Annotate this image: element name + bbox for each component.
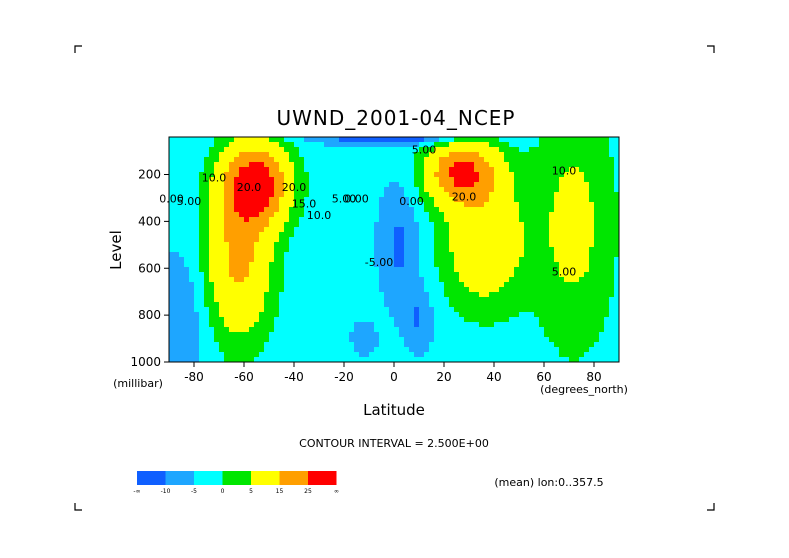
- contour-label: 0.00: [344, 193, 369, 206]
- colorbar-label: -∞: [133, 488, 140, 495]
- contour-label: 10.0: [307, 209, 332, 222]
- colorbar-swatch: [194, 471, 223, 485]
- x-tick-label: -20: [334, 370, 354, 384]
- x-axis: -80 -60 -40 -20 0 20 40 60 80: [184, 362, 602, 384]
- contour-label: 15.0: [292, 197, 317, 210]
- colorbar-label: 15: [276, 488, 284, 495]
- y-axis-label: Level: [107, 230, 125, 270]
- colorbar-label: -5: [191, 488, 197, 495]
- colorbar-label: ∞: [334, 488, 339, 495]
- x-tick-label: -80: [184, 370, 204, 384]
- y-axis: 200 400 600 800 1000: [130, 168, 169, 369]
- contour-label: 10.0: [202, 172, 227, 185]
- x-tick-label: -40: [284, 370, 304, 384]
- x-axis-label: Latitude: [363, 401, 425, 419]
- contour-label: 0.00: [159, 193, 184, 206]
- y-tick-label: 200: [138, 168, 161, 182]
- y-tick-label: 1000: [130, 355, 161, 369]
- contour-label: 5.00: [177, 195, 202, 208]
- colorbar-swatch: [251, 471, 280, 485]
- y-tick-label: 800: [138, 308, 161, 322]
- contour-interval-text: CONTOUR INTERVAL = 2.500E+00: [299, 437, 489, 450]
- contour-label: 5.00: [552, 265, 577, 278]
- contour-label: 20.0: [452, 190, 477, 203]
- x-units-label: (degrees_north): [540, 383, 628, 396]
- chart-title: UWND_2001-04_NCEP: [277, 106, 516, 130]
- colorbar-swatch: [308, 471, 337, 485]
- x-tick-label: -60: [234, 370, 254, 384]
- y-tick-label: 400: [138, 214, 161, 228]
- y-tick-label: 600: [138, 261, 161, 275]
- contour-label: 5.00: [332, 193, 357, 206]
- colorbar-swatch: [222, 471, 251, 485]
- x-tick-label: 60: [536, 370, 551, 384]
- x-tick-label: 40: [486, 370, 501, 384]
- colorbar-label: 5: [249, 488, 253, 495]
- x-tick-label: 0: [390, 370, 398, 384]
- x-tick-label: 80: [586, 370, 601, 384]
- contour-label: 10.0: [552, 165, 577, 178]
- colorbar: -∞ -10 -5 0 5 15 25 ∞: [133, 471, 339, 495]
- colorbar-label: 25: [304, 488, 312, 495]
- colorbar-label: 0: [221, 488, 225, 495]
- crop-marks: [74, 45, 715, 511]
- y-units-label: (millibar): [113, 377, 163, 390]
- averaging-text: (mean) lon:0..357.5: [494, 476, 603, 489]
- colorbar-swatch: [137, 471, 166, 485]
- contour-label: -5.00: [365, 256, 393, 269]
- contour-label: 20.0: [237, 181, 262, 194]
- contour-label: 20.0: [282, 181, 307, 194]
- colorbar-swatch: [165, 471, 194, 485]
- plot-area: [169, 137, 619, 362]
- contour-label: 5.00: [412, 143, 437, 156]
- contour-label: 0.00: [399, 195, 424, 208]
- colorbar-swatch: [279, 471, 308, 485]
- x-tick-label: 20: [436, 370, 451, 384]
- colorbar-label: -10: [161, 488, 171, 495]
